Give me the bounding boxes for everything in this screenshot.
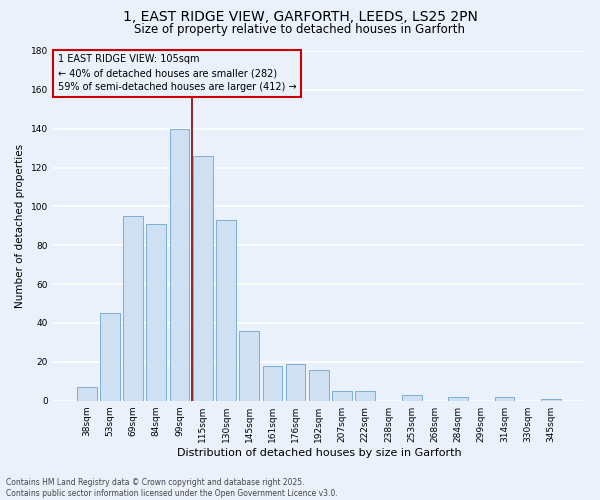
Text: Contains HM Land Registry data © Crown copyright and database right 2025.
Contai: Contains HM Land Registry data © Crown c… [6,478,338,498]
Bar [541,399,561,400]
Bar [193,156,212,400]
Bar [123,216,143,400]
X-axis label: Distribution of detached houses by size in Garforth: Distribution of detached houses by size … [176,448,461,458]
Bar [355,391,375,400]
Bar [239,331,259,400]
Bar [448,397,468,400]
Text: 1, EAST RIDGE VIEW, GARFORTH, LEEDS, LS25 2PN: 1, EAST RIDGE VIEW, GARFORTH, LEEDS, LS2… [122,10,478,24]
Text: Size of property relative to detached houses in Garforth: Size of property relative to detached ho… [134,22,466,36]
Bar [146,224,166,400]
Bar [332,391,352,400]
Bar [309,370,329,400]
Text: 1 EAST RIDGE VIEW: 105sqm
← 40% of detached houses are smaller (282)
59% of semi: 1 EAST RIDGE VIEW: 105sqm ← 40% of detac… [58,54,296,92]
Bar [170,128,190,400]
Y-axis label: Number of detached properties: Number of detached properties [15,144,25,308]
Bar [77,387,97,400]
Bar [402,395,422,400]
Bar [216,220,236,400]
Bar [286,364,305,401]
Bar [100,314,120,400]
Bar [494,397,514,400]
Bar [263,366,282,400]
